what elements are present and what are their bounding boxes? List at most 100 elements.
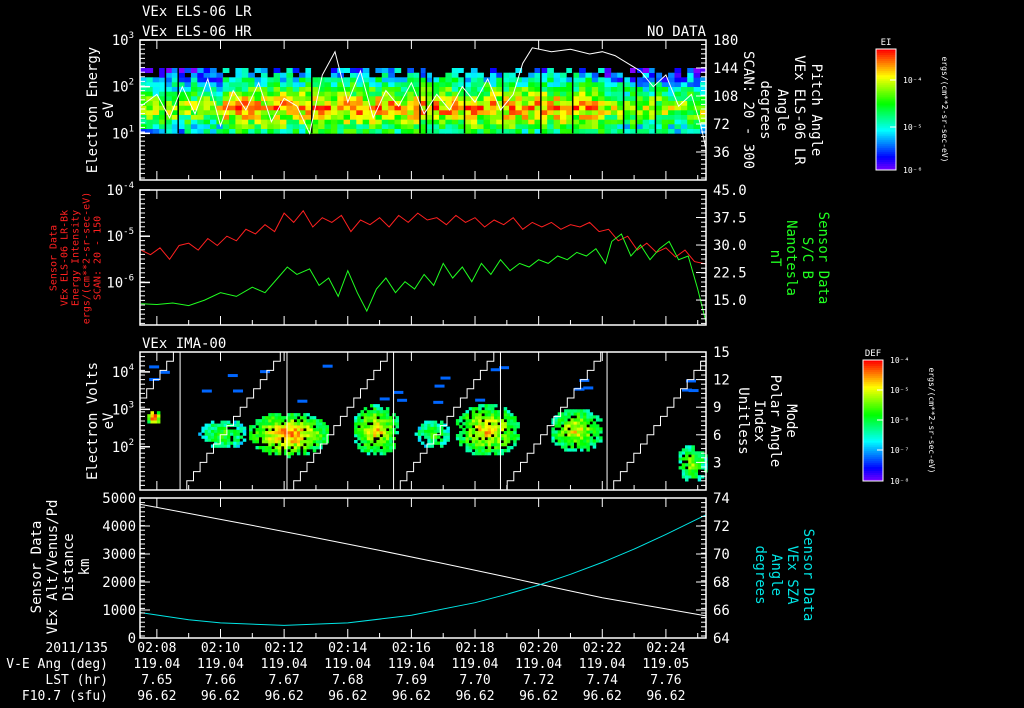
spectrogram-cell (572, 114, 580, 120)
spectrogram-cell (197, 77, 204, 83)
spectrogram-cell (152, 91, 160, 97)
spectrogram-cell (509, 114, 516, 120)
ima-cell (560, 436, 565, 440)
spectrogram-cell (579, 82, 586, 87)
spectrogram-cell (566, 124, 573, 129)
spectrogram-cell (470, 91, 478, 97)
spectrogram-cell (515, 82, 523, 87)
ima-cell (494, 422, 498, 426)
spectrogram-cell (146, 128, 154, 134)
spectrogram-cell (420, 68, 427, 73)
spectrogram-cell (598, 124, 605, 129)
spectrogram-cell (458, 110, 465, 115)
spectrogram-cell (528, 110, 535, 115)
y-tick-label: 2000 (102, 575, 136, 591)
ima-cell (255, 431, 259, 435)
spectrogram-cell (649, 77, 656, 83)
ima-cell (417, 438, 422, 442)
colorbar-tick-label: 10⁻⁴ (903, 76, 922, 85)
spectrogram-cell (451, 105, 459, 111)
ima-cell (249, 437, 253, 441)
ima-cell (484, 434, 489, 438)
ima-cell (389, 443, 393, 447)
ima-cell (691, 454, 695, 458)
spectrogram-cell (324, 77, 332, 83)
ima-cell (497, 431, 501, 435)
ima-cell (376, 428, 380, 432)
spectrogram-cell (680, 96, 688, 101)
spectrogram-cell (190, 77, 198, 83)
spectrogram-cell (661, 119, 669, 125)
ima-cell (153, 417, 158, 421)
ima-cell (274, 431, 279, 435)
spectrogram-cell (547, 68, 554, 73)
spectrogram-cell (241, 124, 249, 129)
spectrogram-cell (280, 124, 287, 129)
spectrogram-cell (362, 110, 370, 115)
axis-title-line: VEx Alt/Venus/Pd (45, 500, 61, 635)
spectrogram-cell (375, 110, 383, 115)
spectrogram-cell (318, 82, 325, 87)
spectrogram-cell (585, 124, 593, 129)
ima-cell (290, 428, 294, 432)
ima-cell (592, 427, 597, 431)
ima-cell (261, 428, 266, 432)
ima-cell (700, 457, 705, 461)
spectrogram-cell (579, 124, 586, 129)
spectrogram-cell (623, 77, 631, 83)
spectrogram-cell (286, 105, 294, 111)
ima-cell (494, 443, 498, 447)
spectrogram-cell (540, 105, 548, 111)
axis-title-line: Sensor Data (815, 212, 831, 305)
ima-cell (586, 442, 590, 446)
ima-cell (261, 431, 266, 435)
spectrogram-cell (362, 86, 370, 92)
ima-cell (207, 423, 212, 427)
ima-cell (277, 422, 282, 426)
ima-cell (382, 410, 387, 414)
ima-cell (204, 426, 209, 430)
ima-cell (506, 419, 511, 423)
spectrogram-cell (299, 119, 306, 125)
spectrogram-cell (483, 82, 491, 87)
spectrogram-cell (305, 124, 313, 129)
spectrogram-cell (661, 100, 669, 106)
spectrogram-cell (260, 82, 268, 87)
ima-cell (306, 425, 310, 429)
ima-cell (366, 446, 371, 450)
ima-cell (462, 431, 466, 435)
spectrogram-cell (273, 86, 281, 92)
spectrogram-cell (197, 100, 204, 106)
time-axis-value: 119.04 (452, 657, 499, 672)
ima-cell (481, 428, 485, 432)
spectrogram-cell (337, 114, 344, 120)
ima-cell (309, 419, 314, 423)
ima-cell (255, 440, 259, 444)
ima-cell (360, 413, 364, 417)
ima-cell (682, 388, 693, 392)
ima-cell (271, 437, 275, 441)
ima-cell (370, 425, 374, 429)
colorbar-swatch (876, 131, 896, 135)
colorbar-swatch (876, 103, 896, 106)
time-row-label: 2011/135 (45, 641, 108, 656)
tick-base: 10 (106, 183, 123, 199)
ima-cell (360, 440, 364, 444)
spectrogram-cell (668, 72, 675, 78)
time-axis-value: 119.04 (324, 657, 371, 672)
spectrogram-cell (426, 124, 433, 129)
spectrogram-cell (470, 105, 478, 111)
spectrogram-cell (420, 86, 427, 92)
spectrogram-cell (458, 91, 465, 97)
spectrogram-cell (693, 68, 701, 73)
spectrogram-cell (617, 119, 624, 125)
spectrogram-cell (585, 77, 593, 83)
tick-base: 10 (112, 402, 129, 418)
ima-cell (363, 443, 368, 447)
spectrogram-cell (470, 119, 478, 125)
spectrogram-cell (560, 77, 567, 83)
ima-cell (397, 398, 408, 402)
time-axis-value: 02:12 (265, 641, 304, 656)
spectrogram-cell (521, 91, 529, 97)
ima-cell (430, 420, 434, 424)
